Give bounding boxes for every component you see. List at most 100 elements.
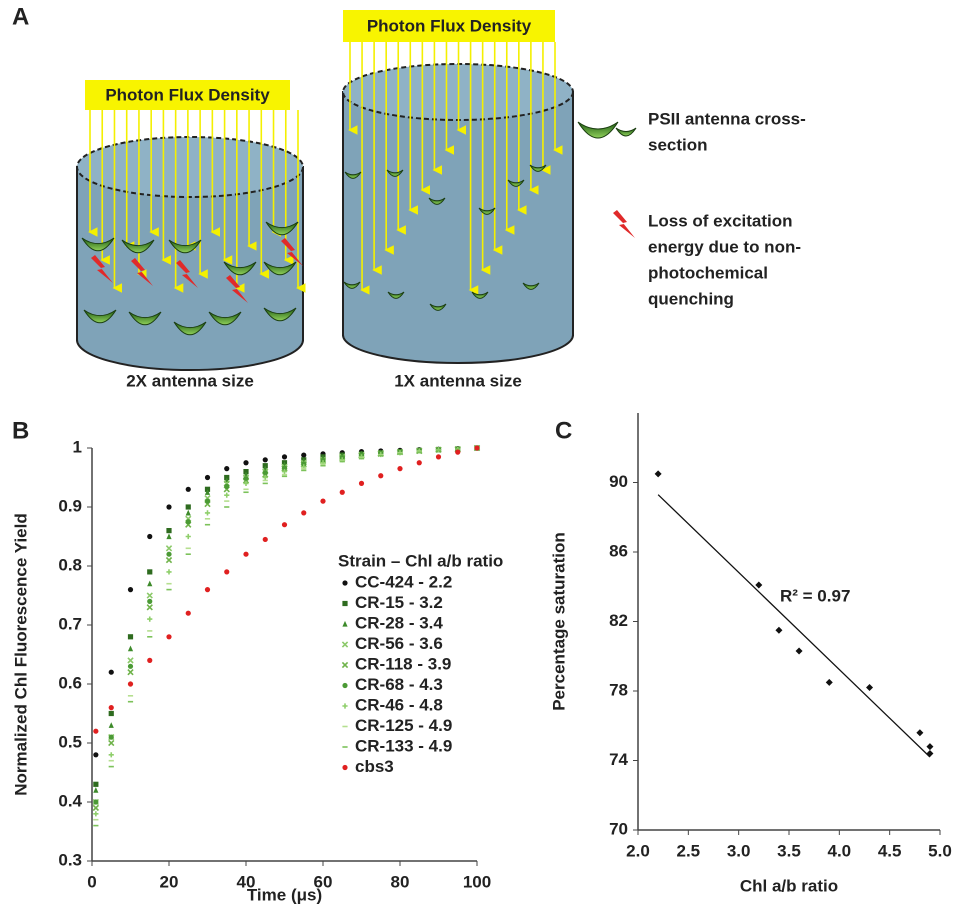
quenching-bolt bbox=[613, 210, 635, 238]
x-tick-label: 2.5 bbox=[677, 841, 701, 860]
data-point bbox=[147, 580, 153, 587]
data-point bbox=[262, 457, 268, 463]
flux-label-box bbox=[85, 80, 290, 110]
data-point bbox=[146, 604, 153, 611]
antenna-crescent bbox=[263, 261, 297, 276]
antenna-crescent bbox=[429, 303, 447, 311]
legend-marker bbox=[342, 580, 348, 586]
cylinder-caption: 2X antenna size bbox=[126, 371, 254, 390]
legend-entry: CR-46 - 4.8 bbox=[355, 695, 443, 714]
cylinder-top bbox=[76, 136, 304, 198]
data-point bbox=[262, 470, 268, 476]
data-point bbox=[243, 460, 249, 466]
data-point bbox=[224, 483, 230, 489]
data-point bbox=[301, 452, 307, 458]
data-point bbox=[320, 498, 326, 504]
data-point bbox=[92, 804, 100, 812]
data-point bbox=[416, 460, 422, 466]
antenna-crescent bbox=[121, 239, 155, 254]
data-point bbox=[654, 470, 662, 478]
x-tick-label: 3.5 bbox=[777, 841, 801, 860]
data-point bbox=[165, 556, 173, 564]
y-axis-label: Percentage saturation bbox=[549, 532, 568, 711]
antenna-crescent bbox=[173, 321, 207, 336]
legend-marker bbox=[341, 641, 349, 648]
data-point bbox=[243, 476, 249, 482]
data-point bbox=[93, 728, 99, 734]
data-point bbox=[147, 569, 153, 575]
panel-label: C bbox=[555, 417, 572, 444]
data-point bbox=[204, 498, 211, 504]
antenna-crescent bbox=[386, 169, 404, 177]
legend-entry: CR-133 - 4.9 bbox=[355, 736, 452, 755]
y-tick-label: 0.8 bbox=[58, 555, 82, 574]
antenna-crescent bbox=[529, 164, 547, 172]
x-tick-label: 80 bbox=[391, 872, 410, 891]
data-point bbox=[93, 787, 99, 793]
antenna-crescent bbox=[128, 311, 162, 326]
legend-marker bbox=[342, 620, 348, 627]
data-point bbox=[262, 536, 268, 543]
quenching-bolt bbox=[131, 258, 153, 286]
flux-label-box bbox=[343, 10, 555, 42]
y-tick-label: 90 bbox=[609, 472, 628, 491]
quenching-bolt bbox=[226, 275, 248, 303]
legend-entry: cbs3 bbox=[355, 757, 394, 776]
antenna-crescent bbox=[507, 179, 525, 187]
data-point bbox=[146, 592, 153, 599]
antenna-crescent bbox=[263, 307, 297, 322]
data-point bbox=[93, 781, 99, 787]
y-tick-label: 0.7 bbox=[58, 614, 82, 633]
data-point bbox=[127, 669, 134, 676]
legend-entry: CR-15 - 3.2 bbox=[355, 593, 443, 612]
x-tick-label: 4.0 bbox=[828, 841, 852, 860]
data-point bbox=[147, 533, 153, 540]
x-axis-label: Chl a/b ratio bbox=[740, 876, 838, 895]
data-point bbox=[165, 545, 173, 552]
flux-label: Photon Flux Density bbox=[105, 85, 270, 104]
x-tick-label: 40 bbox=[237, 872, 256, 891]
antenna-crescent bbox=[522, 282, 540, 290]
chart: 70 74 78 82 86 90 2.0 2.5 3.0 3.5 4.0 4.5 5.0 Chl a/b… bbox=[549, 413, 952, 895]
data-point bbox=[281, 454, 288, 460]
data-point bbox=[108, 752, 114, 758]
diagram: Photon Flux Density 2X antenna size Photon… bbox=[76, 10, 806, 390]
data-point bbox=[93, 799, 99, 805]
data-point bbox=[378, 473, 384, 479]
data-point bbox=[127, 645, 134, 652]
data-point bbox=[185, 533, 191, 540]
quenching-bolt bbox=[91, 255, 113, 283]
data-point bbox=[147, 657, 153, 664]
antenna-crescent bbox=[343, 281, 361, 289]
panel-label: A bbox=[12, 3, 29, 30]
legend-entry: CR-118 - 3.9 bbox=[355, 654, 451, 673]
y-tick-label: 0.6 bbox=[58, 673, 82, 692]
data-point bbox=[166, 504, 172, 510]
x-tick-label: 4.5 bbox=[878, 841, 902, 860]
data-point bbox=[204, 489, 211, 495]
x-tick-label: 20 bbox=[160, 872, 179, 891]
y-tick-label: 74 bbox=[609, 750, 628, 769]
antenna-crescent bbox=[615, 127, 637, 137]
data-point bbox=[185, 610, 191, 616]
y-axis-label: Normalized Chl Fluorescence Yield bbox=[11, 513, 30, 795]
y-tick-label: 82 bbox=[609, 611, 628, 630]
data-point bbox=[916, 729, 924, 737]
data-point bbox=[281, 469, 288, 475]
x-tick-label: 3.0 bbox=[727, 841, 751, 860]
y-tick-label: 78 bbox=[609, 680, 628, 699]
data-point bbox=[108, 739, 115, 747]
data-point bbox=[281, 465, 288, 471]
legend-entry: CR-68 - 4.3 bbox=[355, 675, 443, 694]
y-tick-label: 0.4 bbox=[58, 791, 82, 810]
data-point bbox=[825, 678, 833, 686]
x-tick-label: 100 bbox=[463, 872, 491, 891]
data-point bbox=[166, 569, 172, 575]
diagram-legend-text: quenching bbox=[648, 289, 734, 308]
antenna-crescent bbox=[387, 291, 405, 299]
data-point bbox=[93, 811, 99, 817]
data-point bbox=[243, 480, 249, 486]
data-point bbox=[358, 480, 365, 486]
data-point bbox=[108, 722, 114, 728]
